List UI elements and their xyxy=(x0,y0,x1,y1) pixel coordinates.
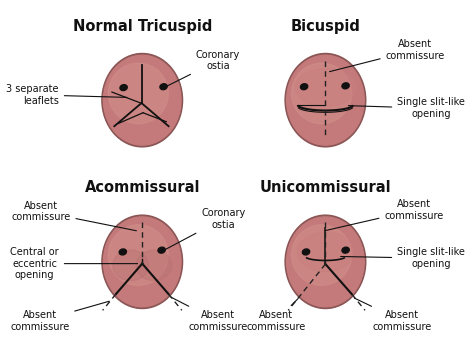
Text: Absent
commissure: Absent commissure xyxy=(171,297,247,332)
Ellipse shape xyxy=(103,217,181,307)
Text: Absent
commissure: Absent commissure xyxy=(11,201,137,231)
Text: Absent
commissure: Absent commissure xyxy=(10,301,109,332)
Ellipse shape xyxy=(342,83,349,89)
Ellipse shape xyxy=(287,217,364,307)
Ellipse shape xyxy=(292,225,352,285)
Ellipse shape xyxy=(108,225,168,285)
Ellipse shape xyxy=(295,68,356,107)
Text: Unicommissural: Unicommissural xyxy=(260,180,391,195)
Text: Coronary
ostia: Coronary ostia xyxy=(165,208,246,250)
Ellipse shape xyxy=(297,232,354,272)
Text: Bicuspid: Bicuspid xyxy=(291,19,360,34)
Ellipse shape xyxy=(113,250,148,281)
Ellipse shape xyxy=(287,55,364,145)
Ellipse shape xyxy=(302,249,310,255)
Ellipse shape xyxy=(285,54,366,147)
Ellipse shape xyxy=(108,63,168,124)
Text: 3 separate
leaflets: 3 separate leaflets xyxy=(6,84,127,106)
Ellipse shape xyxy=(102,215,182,308)
Text: Normal Tricuspid: Normal Tricuspid xyxy=(73,19,212,34)
Ellipse shape xyxy=(103,55,181,145)
Ellipse shape xyxy=(102,54,182,147)
Text: Absent
commissure: Absent commissure xyxy=(355,298,432,332)
Ellipse shape xyxy=(160,84,167,90)
Text: Absent
commissure: Absent commissure xyxy=(329,39,445,72)
Text: Single slit-like
opening: Single slit-like opening xyxy=(341,248,465,269)
Text: Absent
commissure: Absent commissure xyxy=(246,299,305,332)
Ellipse shape xyxy=(158,247,165,253)
Ellipse shape xyxy=(120,85,127,90)
Ellipse shape xyxy=(285,215,366,308)
Text: Central or
eccentric
opening: Central or eccentric opening xyxy=(10,247,137,280)
Text: Acommissural: Acommissural xyxy=(84,180,200,195)
Ellipse shape xyxy=(136,250,172,281)
Ellipse shape xyxy=(301,84,308,90)
Ellipse shape xyxy=(292,63,352,124)
Ellipse shape xyxy=(342,247,349,253)
Text: Single slit-like
opening: Single slit-like opening xyxy=(348,97,465,119)
Ellipse shape xyxy=(119,249,127,255)
Text: Absent
commissure: Absent commissure xyxy=(325,199,444,231)
Text: Coronary
ostia: Coronary ostia xyxy=(166,50,240,87)
